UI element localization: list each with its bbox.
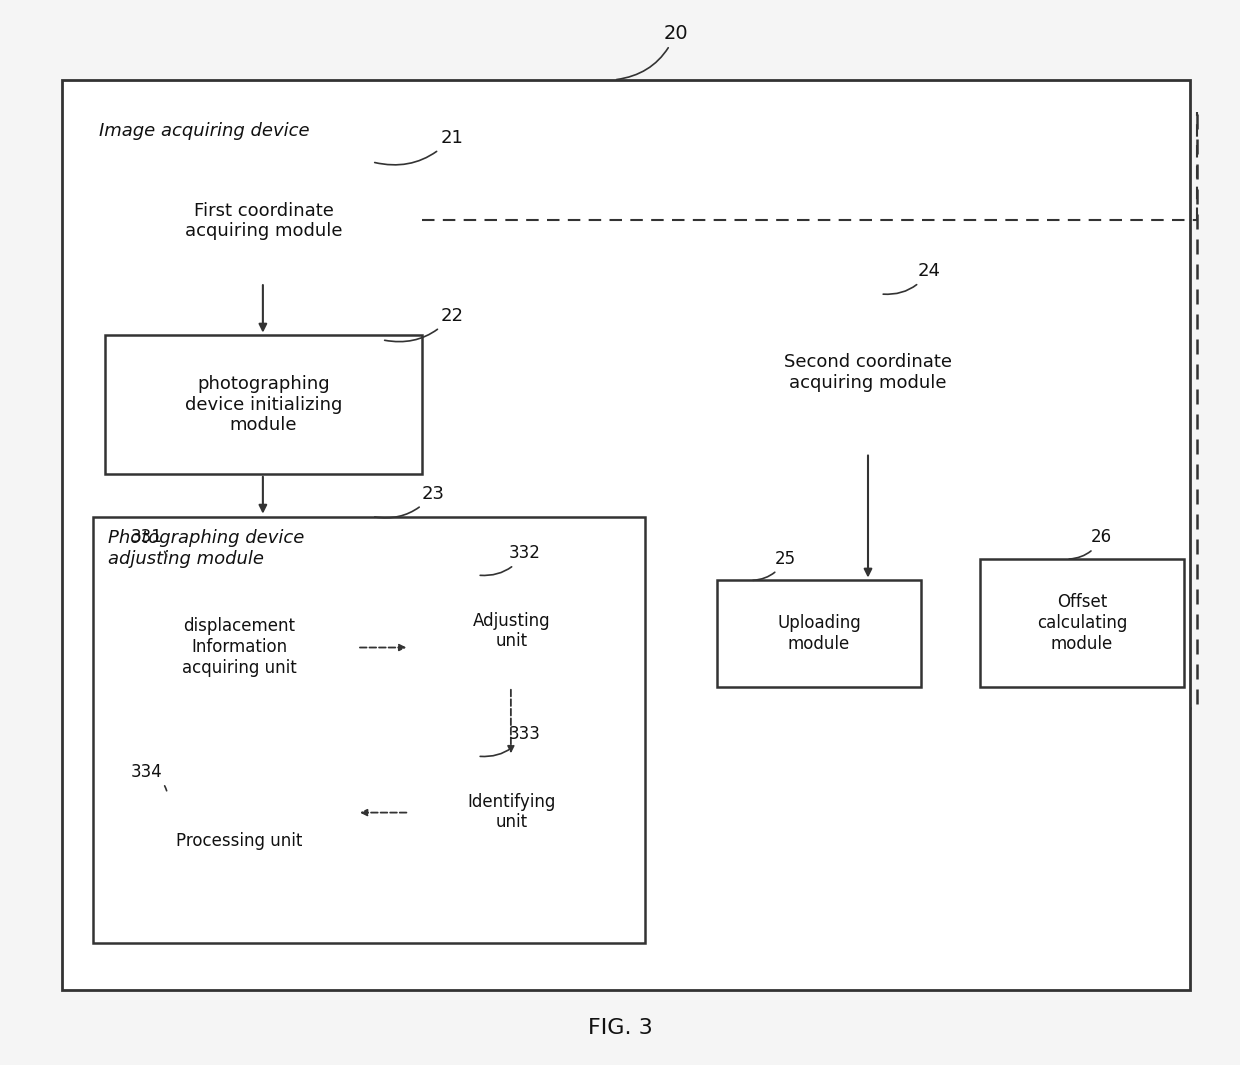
Text: 331: 331 [130,528,166,556]
Text: 334: 334 [130,763,166,790]
Text: photographing
device initializing
module: photographing device initializing module [185,375,342,435]
Text: 21: 21 [374,129,463,165]
Text: Identifying
unit: Identifying unit [467,792,556,832]
Bar [122,559,357,735]
Bar [122,793,357,889]
Text: 24: 24 [883,262,941,294]
Text: Second coordinate
acquiring module: Second coordinate acquiring module [784,354,952,392]
Bar [713,293,1023,453]
Bar [409,575,614,687]
Text: FIG. 3: FIG. 3 [588,1018,652,1038]
Bar [62,80,1190,990]
Text: Offset
calculating
module: Offset calculating module [1037,593,1127,653]
Text: Uploading
module: Uploading module [777,615,861,653]
Text: 25: 25 [753,550,796,580]
Text: 26: 26 [1069,528,1112,559]
Text: displacement
Information
acquiring unit: displacement Information acquiring unit [182,618,296,676]
Text: First coordinate
acquiring module: First coordinate acquiring module [185,201,342,241]
Bar [93,517,645,943]
Text: 22: 22 [384,307,464,342]
Bar [717,580,921,687]
Bar [105,335,422,474]
Text: 23: 23 [374,485,445,518]
Text: 20: 20 [616,23,688,80]
Text: Image acquiring device: Image acquiring device [99,122,310,141]
Bar [409,756,614,868]
Text: 333: 333 [480,725,541,756]
Bar [105,160,422,282]
Text: 332: 332 [480,544,541,575]
Bar [701,112,1197,708]
Text: Photographing device
adjusting module: Photographing device adjusting module [108,529,304,568]
Text: Processing unit: Processing unit [176,833,303,850]
Bar [980,559,1184,687]
Text: Adjusting
unit: Adjusting unit [472,611,551,651]
